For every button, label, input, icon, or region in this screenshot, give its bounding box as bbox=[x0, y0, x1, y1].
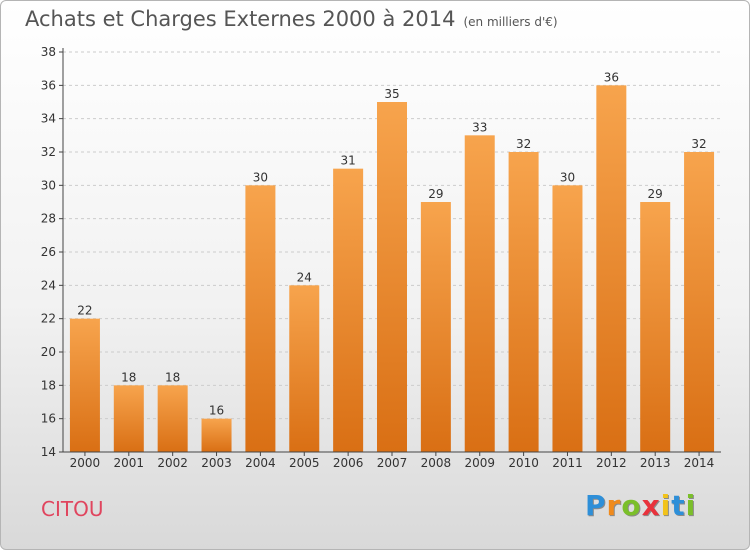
x-tick-label: 2009 bbox=[464, 456, 495, 470]
logo-letter: i bbox=[660, 489, 672, 522]
bar-2004 bbox=[245, 185, 276, 453]
x-tick-label: 2011 bbox=[552, 456, 583, 470]
bar-value-label: 16 bbox=[209, 404, 224, 418]
logo-letter: i bbox=[685, 489, 697, 522]
bar-value-label: 31 bbox=[340, 154, 355, 168]
bar-value-label: 22 bbox=[77, 304, 92, 318]
bar-2002 bbox=[157, 385, 188, 452]
location-name: CITOU bbox=[41, 497, 104, 521]
logo-letter: P bbox=[585, 489, 607, 522]
x-tick-label: 2006 bbox=[333, 456, 364, 470]
y-tick-label: 24 bbox=[41, 278, 56, 292]
y-tick-label: 32 bbox=[41, 145, 56, 159]
y-tick-label: 26 bbox=[41, 245, 56, 259]
bar-value-label: 30 bbox=[560, 170, 575, 184]
chart-subtitle: (en milliers d'€) bbox=[463, 15, 558, 29]
bar-2001 bbox=[113, 385, 144, 452]
bar-2007 bbox=[377, 102, 407, 452]
bar-2010 bbox=[508, 152, 539, 452]
y-tick-label: 38 bbox=[41, 45, 56, 59]
logo-letter: x bbox=[641, 489, 661, 522]
logo-letter: t bbox=[671, 489, 686, 522]
y-tick-label: 30 bbox=[41, 178, 56, 192]
x-tick-label: 2004 bbox=[245, 456, 276, 470]
bar-value-label: 29 bbox=[428, 187, 443, 201]
x-tick-label: 2013 bbox=[640, 456, 671, 470]
logo-letter: o bbox=[621, 489, 642, 522]
bar-value-label: 32 bbox=[691, 137, 706, 151]
bar-2006 bbox=[333, 168, 364, 452]
logo-letter: r bbox=[606, 489, 622, 522]
proxiti-logo: Proxiti bbox=[585, 489, 696, 522]
x-tick-label: 2014 bbox=[684, 456, 715, 470]
bar-2012 bbox=[596, 85, 627, 452]
bar-value-label: 24 bbox=[297, 270, 312, 284]
bar-value-label: 35 bbox=[384, 87, 399, 101]
bar-2003 bbox=[201, 418, 232, 452]
y-tick-label: 28 bbox=[41, 212, 56, 226]
chart-title-text: Achats et Charges Externes 2000 à 2014 bbox=[25, 7, 456, 31]
bar-value-label: 30 bbox=[253, 170, 268, 184]
bar-2013 bbox=[640, 202, 671, 452]
x-tick-label: 2008 bbox=[421, 456, 452, 470]
x-tick-label: 2003 bbox=[201, 456, 232, 470]
bar-value-label: 18 bbox=[121, 370, 136, 384]
bar-2011 bbox=[552, 185, 583, 453]
chart-title: Achats et Charges Externes 2000 à 2014 (e… bbox=[25, 7, 558, 31]
x-tick-label: 2005 bbox=[289, 456, 320, 470]
x-tick-label: 2000 bbox=[70, 456, 101, 470]
bar-value-label: 36 bbox=[604, 70, 619, 84]
bar-value-label: 18 bbox=[165, 370, 180, 384]
bar-value-label: 32 bbox=[516, 137, 531, 151]
bar-2005 bbox=[289, 285, 320, 452]
bar-2009 bbox=[464, 135, 495, 453]
bar-value-label: 29 bbox=[648, 187, 663, 201]
bars: 22 18 18 16 30 24 31 35 29 33 32 30 36 29 32 bbox=[69, 70, 715, 453]
y-tick-label: 34 bbox=[41, 112, 56, 126]
y-tick-label: 14 bbox=[41, 445, 56, 459]
y-tick-label: 18 bbox=[41, 378, 56, 392]
bar-2008 bbox=[420, 202, 451, 452]
x-tick-label: 2010 bbox=[508, 456, 539, 470]
x-tick-label: 2007 bbox=[377, 456, 408, 470]
x-tick-label: 2012 bbox=[596, 456, 627, 470]
bar-2000 bbox=[69, 318, 100, 452]
x-tick-label: 2001 bbox=[114, 456, 145, 470]
y-tick-label: 22 bbox=[41, 312, 56, 326]
axes: 14 16 18 20 22 24 26 28 30 32 34 36 38 2000 2001 2002 20… bbox=[41, 45, 721, 470]
x-tick-label: 2002 bbox=[157, 456, 188, 470]
y-tick-label: 20 bbox=[41, 345, 56, 359]
y-tick-label: 16 bbox=[41, 412, 56, 426]
bar-value-label: 33 bbox=[472, 120, 487, 134]
bar-2014 bbox=[684, 152, 715, 452]
y-tick-label: 36 bbox=[41, 78, 56, 92]
